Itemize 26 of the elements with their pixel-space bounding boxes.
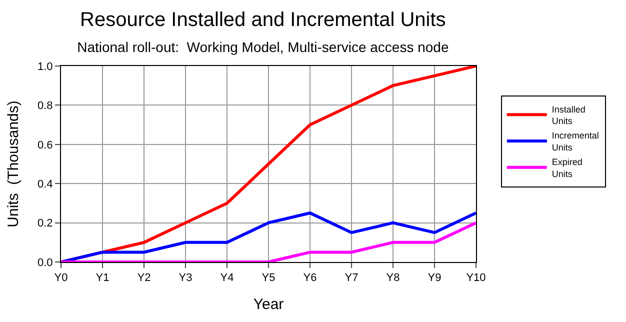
line-series bbox=[61, 221, 476, 262]
chart-subtitle: National roll-out: Working Model, Multi-service access node bbox=[77, 38, 449, 55]
y-tick-label: 0.2 bbox=[38, 218, 53, 230]
x-tick-label: Y3 bbox=[178, 272, 192, 284]
y-tick-label: 0.8 bbox=[38, 100, 53, 112]
x-tick-label: Y6 bbox=[303, 272, 317, 284]
y-tick-label: 0.6 bbox=[38, 139, 53, 152]
x-tick-label: Y0 bbox=[54, 272, 68, 284]
y-axis-title: Units (Thousands) bbox=[4, 100, 22, 228]
x-tick-label: Y2 bbox=[137, 272, 151, 284]
x-tick-label: Y7 bbox=[344, 272, 358, 284]
legend-label: Expired Units bbox=[552, 157, 582, 179]
x-tick-label: Y5 bbox=[262, 272, 276, 284]
line-series bbox=[61, 212, 476, 262]
y-tick-label: 0.0 bbox=[38, 256, 53, 269]
x-tick-label: Y9 bbox=[428, 272, 442, 284]
x-tick-label: Y8 bbox=[386, 272, 400, 284]
chart-title: Resource Installed and Incremental Units bbox=[80, 8, 446, 31]
y-tick-label: 0.4 bbox=[38, 178, 53, 190]
x-tick-label: Y1 bbox=[96, 272, 110, 284]
x-tick-label: Y4 bbox=[220, 272, 234, 284]
legend-label: Incremental Units bbox=[552, 130, 599, 152]
x-axis-title: Year bbox=[253, 296, 284, 314]
legend-label: Installed Units bbox=[552, 104, 586, 126]
x-tick-label: Y10 bbox=[466, 272, 486, 284]
y-tick-label: 1.0 bbox=[38, 60, 53, 73]
